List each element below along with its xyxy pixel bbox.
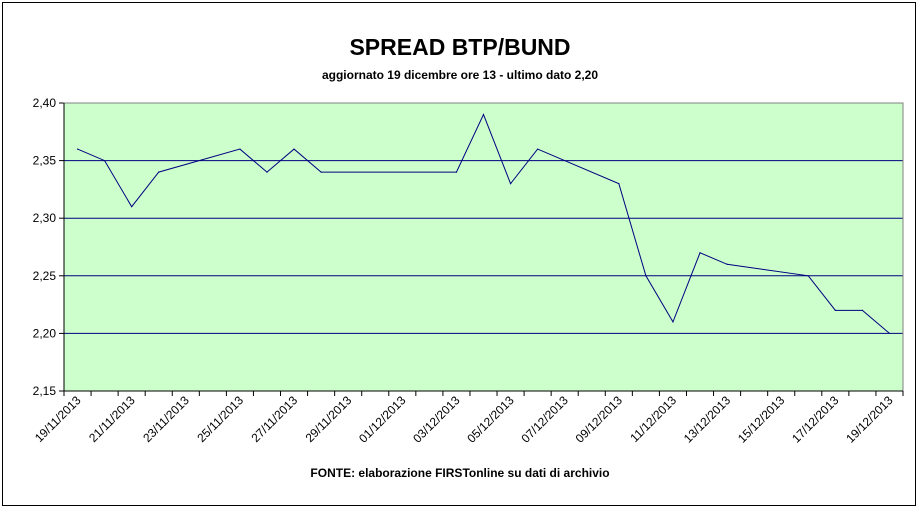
chart-subtitle: aggiornato 19 dicembre ore 13 - ultimo d… — [321, 68, 599, 82]
data-point — [293, 148, 295, 150]
data-point — [455, 171, 458, 173]
data-point — [834, 309, 836, 311]
x-tick-label: 15/12/2013 — [735, 393, 788, 446]
data-point — [672, 321, 674, 323]
chart-source: FONTE: elaborazione FIRSTonline su dati … — [310, 466, 610, 480]
x-tick-label: 21/11/2013 — [86, 393, 138, 445]
data-point — [509, 183, 512, 185]
x-tick-label: 23/11/2013 — [140, 393, 192, 445]
data-point — [537, 148, 539, 150]
data-point — [239, 148, 241, 150]
data-point — [103, 160, 106, 162]
x-tick-label: 19/11/2013 — [32, 393, 84, 445]
data-point — [320, 171, 322, 173]
x-tick-label: 29/11/2013 — [303, 393, 355, 445]
x-tick-label: 27/11/2013 — [248, 393, 300, 445]
x-tick-label: 09/12/2013 — [573, 393, 626, 446]
data-point — [699, 252, 701, 254]
data-point — [645, 275, 647, 277]
x-tick-label: 19/12/2013 — [843, 393, 896, 446]
x-tick-label: 01/12/2013 — [356, 393, 409, 446]
data-point — [76, 148, 79, 150]
y-tick-label: 2,25 — [33, 269, 57, 283]
y-tick-label: 2,20 — [33, 326, 57, 340]
x-tick-label: 05/12/2013 — [464, 393, 517, 446]
x-tick-label: 11/12/2013 — [627, 393, 679, 445]
x-tick-label: 13/12/2013 — [681, 393, 734, 446]
y-tick-label: 2,15 — [33, 384, 57, 398]
data-point — [482, 113, 485, 116]
data-point — [158, 171, 160, 173]
x-tick-label: 07/12/2013 — [518, 393, 571, 446]
data-point — [726, 263, 728, 265]
data-point — [266, 171, 268, 173]
data-point — [131, 206, 133, 208]
data-point — [861, 309, 864, 311]
data-point — [618, 183, 620, 185]
x-tick-label: 03/12/2013 — [410, 393, 463, 446]
y-tick-label: 2,35 — [33, 154, 57, 168]
x-tick-label: 25/11/2013 — [194, 393, 246, 445]
x-tick-label: 17/12/2013 — [789, 393, 842, 446]
y-tick-label: 2,40 — [33, 96, 57, 110]
data-point — [807, 275, 809, 277]
y-tick-label: 2,30 — [33, 211, 57, 225]
plot-area — [64, 103, 903, 391]
data-point — [888, 332, 891, 334]
chart-title: SPREAD BTP/BUND — [349, 34, 571, 60]
